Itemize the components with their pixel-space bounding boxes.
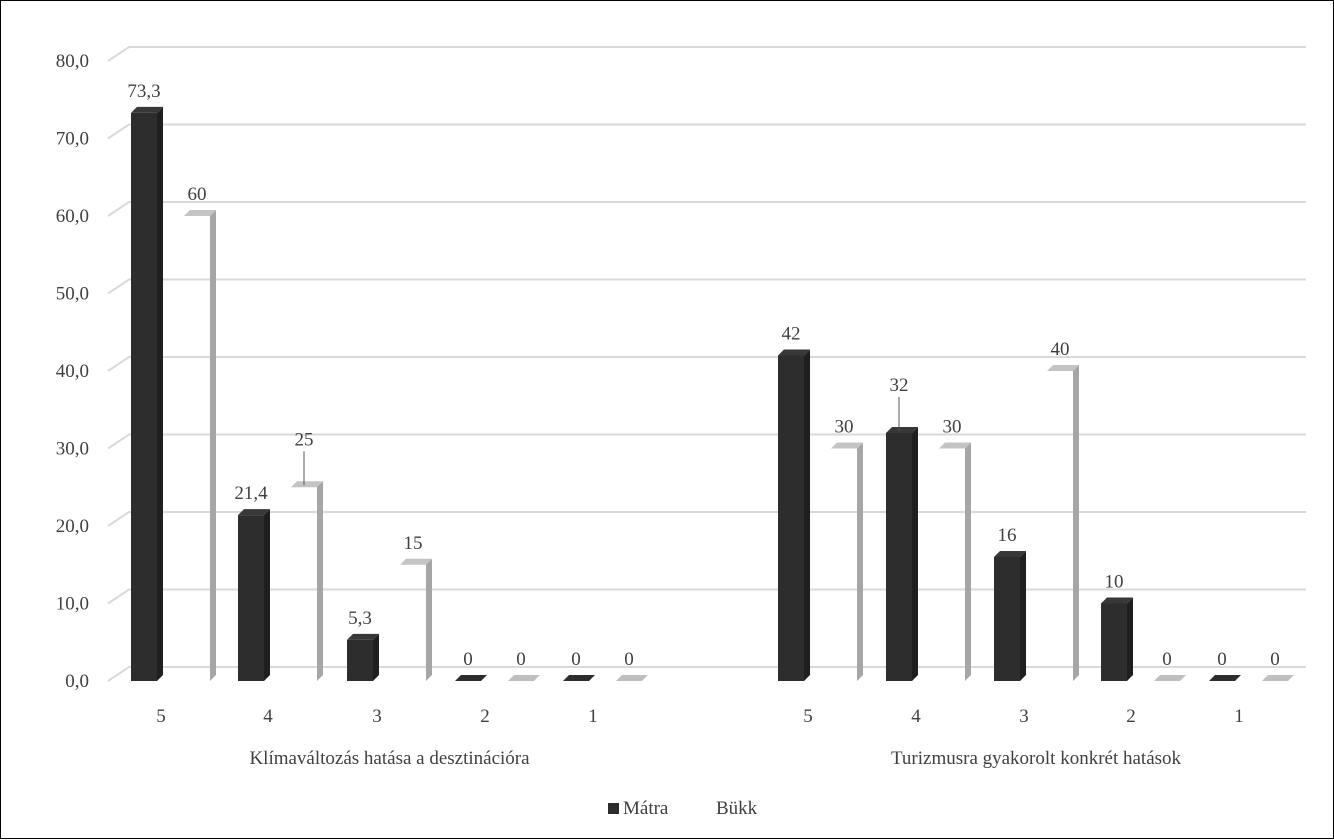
y-tick-label: 0,0 xyxy=(65,671,89,692)
gridline xyxy=(107,123,1306,140)
legend-swatch-bukk xyxy=(705,803,716,814)
bar-bukk-top xyxy=(291,481,323,488)
x-category-label: 1 xyxy=(1234,706,1244,727)
bar-matra-top xyxy=(347,633,379,640)
bar-matra-top xyxy=(1101,597,1133,604)
bar-matra xyxy=(994,557,1020,681)
x-category-label: 1 xyxy=(588,706,598,727)
data-label-bukk: 30 xyxy=(943,417,962,438)
bar-matra xyxy=(886,433,912,681)
x-category-label: 2 xyxy=(1126,706,1136,727)
data-label-bukk: 0 xyxy=(516,649,526,670)
y-tick-label: 70,0 xyxy=(56,129,89,150)
bar-bukk xyxy=(317,481,323,681)
bar-matra xyxy=(347,639,373,681)
bar-matra-side xyxy=(264,509,270,681)
bar-matra xyxy=(563,675,595,681)
x-category-label: 5 xyxy=(803,706,813,727)
bar-bukk xyxy=(965,442,971,681)
data-label-bukk: 40 xyxy=(1051,339,1070,360)
bar-matra-top xyxy=(994,551,1026,557)
data-label-matra: 42 xyxy=(782,324,801,345)
bar-matra xyxy=(238,515,264,681)
data-label-matra: 0 xyxy=(463,649,473,670)
bar-bukk-top xyxy=(939,442,971,449)
x-group-label: Klímaváltozás hatása a desztinációra xyxy=(249,748,530,769)
legend-swatch-matra xyxy=(608,803,619,814)
data-label-bukk: 15 xyxy=(404,533,423,554)
x-category-label: 3 xyxy=(372,706,382,727)
bar-bukk-top xyxy=(831,442,863,449)
gridline xyxy=(107,201,1306,217)
bar-matra xyxy=(131,112,157,682)
gridline xyxy=(107,278,1306,295)
x-category-label: 5 xyxy=(156,706,166,727)
x-category-label: 4 xyxy=(911,706,921,727)
bar-bukk xyxy=(1073,365,1079,681)
data-label-bukk: 60 xyxy=(188,184,207,205)
data-label-bukk: 0 xyxy=(1270,649,1280,670)
bar-matra xyxy=(455,675,487,681)
bar-matra xyxy=(778,355,804,681)
legend-label-matra: Mátra xyxy=(623,798,669,819)
data-label-matra: 5,3 xyxy=(348,608,372,629)
bar-bukk-top xyxy=(400,558,432,565)
x-category-label: 4 xyxy=(263,706,273,727)
y-tick-label: 60,0 xyxy=(56,206,89,227)
data-label-matra: 21,4 xyxy=(234,483,268,504)
data-label-bukk: 30 xyxy=(835,417,854,438)
bar-matra xyxy=(1209,675,1241,681)
x-group-label: Turizmusra gyakorolt konkrét hatások xyxy=(891,748,1182,769)
bar-matra-top xyxy=(778,349,810,356)
y-tick-label: 20,0 xyxy=(56,516,89,537)
x-category-label: 2 xyxy=(480,706,490,727)
gridline xyxy=(107,46,1306,62)
y-tick-label: 30,0 xyxy=(56,439,89,460)
gridline xyxy=(107,511,1306,527)
bar-bukk xyxy=(426,558,432,681)
data-label-matra: 16 xyxy=(998,525,1017,546)
bar-bukk xyxy=(857,442,863,681)
bar-matra-top xyxy=(238,509,270,516)
x-category-label: 3 xyxy=(1019,706,1029,727)
bar-matra xyxy=(1101,603,1127,681)
bar-matra-top xyxy=(886,427,918,433)
legend-label-bukk: Bükk xyxy=(716,798,758,819)
bar-bukk xyxy=(1154,675,1186,681)
data-label-matra: 32 xyxy=(890,375,909,396)
bar-bukk xyxy=(210,210,216,681)
gridline xyxy=(107,433,1306,450)
gridline xyxy=(107,356,1306,372)
y-tick-label: 40,0 xyxy=(56,361,89,382)
bar-matra-side xyxy=(1020,551,1026,681)
data-label-matra: 10 xyxy=(1105,572,1124,593)
data-label-matra: 73,3 xyxy=(127,81,160,102)
data-label-matra: 0 xyxy=(571,649,581,670)
bar-bukk-top xyxy=(1047,365,1079,371)
y-tick-label: 50,0 xyxy=(56,284,89,305)
bar-matra-side xyxy=(157,106,163,682)
bar-matra-side xyxy=(373,633,379,681)
data-label-bukk: 0 xyxy=(624,649,634,670)
bar-bukk xyxy=(616,675,648,681)
bar-bukk xyxy=(1262,675,1294,681)
bar-bukk-top xyxy=(184,210,216,216)
bar-matra-side xyxy=(912,427,918,681)
y-tick-label: 80,0 xyxy=(56,51,89,72)
data-label-bukk: 25 xyxy=(295,429,314,450)
y-tick-label: 10,0 xyxy=(56,594,89,615)
data-label-bukk: 0 xyxy=(1162,649,1172,670)
bar-matra-side xyxy=(1127,597,1133,681)
bar-bukk xyxy=(508,675,540,681)
data-label-matra: 0 xyxy=(1217,649,1227,670)
bar-matra-side xyxy=(804,349,810,681)
bar-matra-top xyxy=(131,106,163,113)
